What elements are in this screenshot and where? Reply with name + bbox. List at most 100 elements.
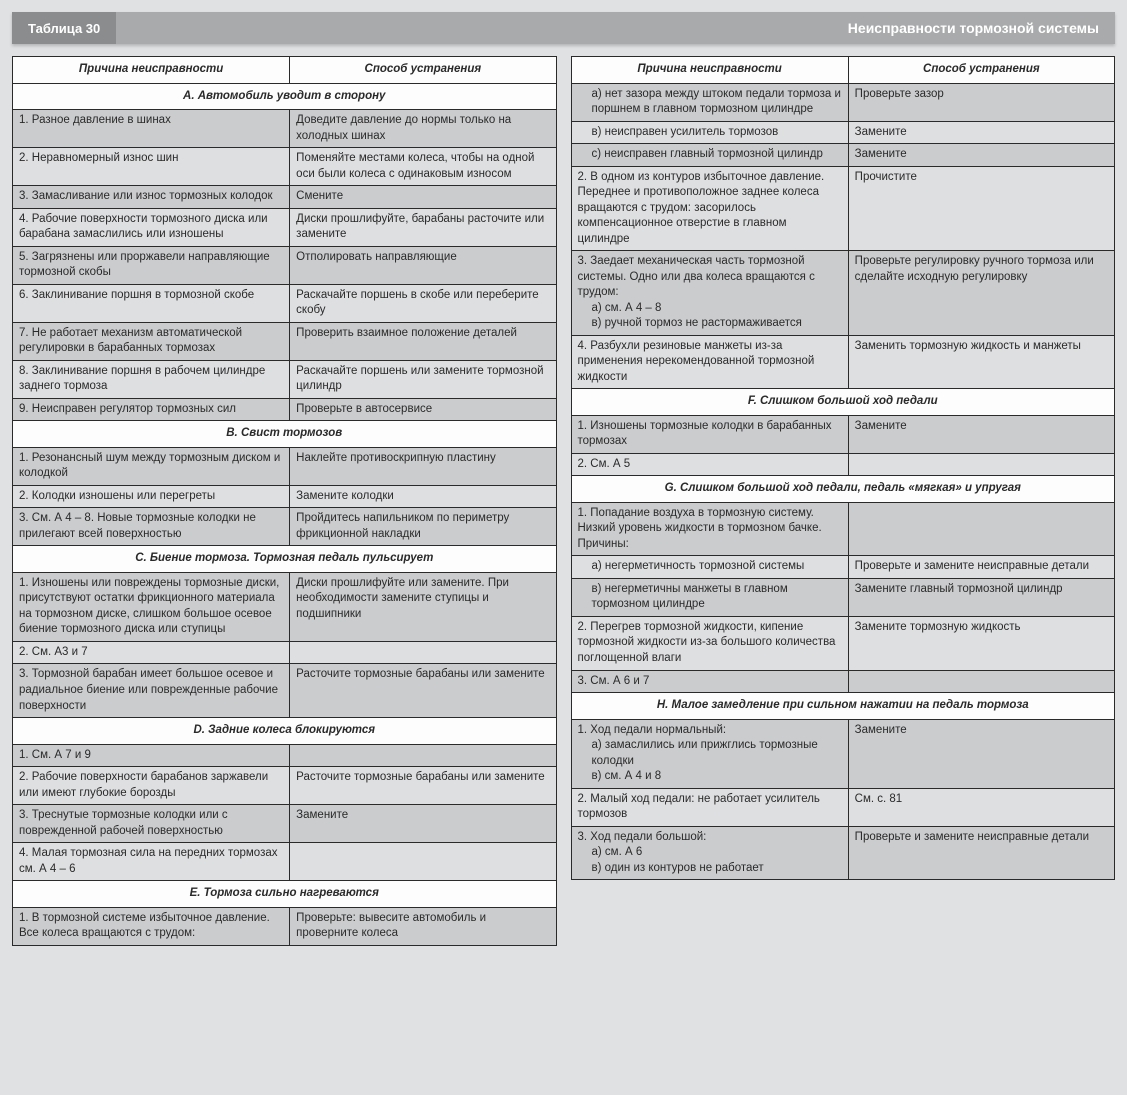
fix-cell: Смените	[290, 186, 556, 209]
cause-cell: 3. См. А 4 – 8. Новые тормозные колодки …	[13, 508, 290, 546]
section-header: F. Слишком большой ход педали	[571, 389, 1115, 416]
cause-cell: 3. Замасливание или износ тормозных коло…	[13, 186, 290, 209]
header-cause: Причина неисправности	[13, 57, 290, 84]
cause-cell: 1. Изношены тормозные колодки в барабанн…	[571, 415, 848, 453]
table-row: 6. Заклинивание поршня в тормозной скобе…	[13, 284, 557, 322]
fix-cell: Проверьте и замените неисправные детали	[848, 556, 1114, 579]
table-row: 2. См. А3 и 7	[13, 641, 557, 664]
fix-cell: См. с. 81	[848, 788, 1114, 826]
header-fix: Способ устранения	[290, 57, 556, 84]
fix-cell: Расточите тормозные барабаны или заменит…	[290, 767, 556, 805]
content-columns: Причина неисправности Способ устранения …	[12, 56, 1115, 946]
fix-cell	[848, 453, 1114, 476]
table-row: в) неисправен усилитель тормозовЗамените	[571, 121, 1115, 144]
table-row: 7. Не работает механизм автоматической р…	[13, 322, 557, 360]
right-column: Причина неисправности Способ устранения …	[571, 56, 1116, 946]
fix-cell: Замените тормозную жидкость	[848, 616, 1114, 670]
section-header: А. Автомобиль уводит в сторону	[13, 83, 557, 110]
table-row: а) нет зазора между штоком педали тормоз…	[571, 83, 1115, 121]
table-row: 3. Замасливание или износ тормозных коло…	[13, 186, 557, 209]
cause-cell: 3. Тормозной барабан имеет большое осево…	[13, 664, 290, 718]
cause-cell: 3. Ход педали большой:а) см. А 6в) один …	[571, 826, 848, 880]
cause-cell: в) негерметичны манжеты в главном тормоз…	[571, 578, 848, 616]
table-row: 3. Треснутые тормозные колодки или с пов…	[13, 805, 557, 843]
fix-cell: Замените главный тормозной цилиндр	[848, 578, 1114, 616]
fix-cell: Проверьте регулировку ручного тормоза ил…	[848, 251, 1114, 336]
fix-cell: Наклейте противоскрипную пластину	[290, 447, 556, 485]
table-row: 1. В тормозной системе избыточное давлен…	[13, 907, 557, 945]
cause-cell: а) негерметичность тормозной системы	[571, 556, 848, 579]
fix-cell: Диски прошлифуйте, барабаны расточите ил…	[290, 208, 556, 246]
table-row: 3. См. А 4 – 8. Новые тормозные колодки …	[13, 508, 557, 546]
table-row: 3. Тормозной барабан имеет большое осево…	[13, 664, 557, 718]
table-row: 1. Резонансный шум между тормозным диско…	[13, 447, 557, 485]
header-cause: Причина неисправности	[571, 57, 848, 84]
fix-cell: Диски прошлифуйте или замените. При необ…	[290, 572, 556, 641]
header-fix: Способ устранения	[848, 57, 1114, 84]
fix-cell: Замените	[290, 805, 556, 843]
cause-cell: 6. Заклинивание поршня в тормозной скобе	[13, 284, 290, 322]
table-row: 4. Малая тормозная сила на передних торм…	[13, 843, 557, 881]
cause-cell: а) нет зазора между штоком педали тормоз…	[571, 83, 848, 121]
table-row: с) неисправен главный тормозной цилиндрЗ…	[571, 144, 1115, 167]
table-row: 2. Перегрев тормозной жидкости, кипение …	[571, 616, 1115, 670]
section-header: G. Слишком большой ход педали, педаль «м…	[571, 476, 1115, 503]
fix-cell: Проверьте и замените неисправные детали	[848, 826, 1114, 880]
fix-cell: Раскачайте поршень в скобе или переберит…	[290, 284, 556, 322]
fix-cell: Проверьте зазор	[848, 83, 1114, 121]
table-row: 1. Изношены или повреждены тормозные дис…	[13, 572, 557, 641]
cause-cell: 1. В тормозной системе избыточное давлен…	[13, 907, 290, 945]
title-bar: Таблица 30 Неисправности тормозной систе…	[12, 12, 1115, 44]
left-column: Причина неисправности Способ устранения …	[12, 56, 557, 946]
cause-cell: 2. В одном из контуров избыточное давлен…	[571, 166, 848, 251]
cause-cell: 2. Малый ход педали: не работает усилите…	[571, 788, 848, 826]
table-row: 2. Рабочие поверхности барабанов заржаве…	[13, 767, 557, 805]
cause-cell: 3. Треснутые тормозные колодки или с пов…	[13, 805, 290, 843]
fix-cell: Проверьте в автосервисе	[290, 398, 556, 421]
fix-cell: Проверьте: вывесите автомобиль и проверн…	[290, 907, 556, 945]
cause-cell: 1. Попадание воздуха в тормозную систему…	[571, 502, 848, 556]
fault-table-left: Причина неисправности Способ устранения …	[12, 56, 557, 946]
fix-cell: Расточите тормозные барабаны или заменит…	[290, 664, 556, 718]
fix-cell: Замените	[848, 144, 1114, 167]
fix-cell	[290, 843, 556, 881]
table-row: 2. В одном из контуров избыточное давлен…	[571, 166, 1115, 251]
table-row: 9. Неисправен регулятор тормозных силПро…	[13, 398, 557, 421]
table-row: 1. Попадание воздуха в тормозную систему…	[571, 502, 1115, 556]
cause-cell: 5. Загрязнены или проржавели направляющи…	[13, 246, 290, 284]
fix-cell	[848, 670, 1114, 693]
cause-cell: 1. Резонансный шум между тормозным диско…	[13, 447, 290, 485]
table-row: а) негерметичность тормозной системыПров…	[571, 556, 1115, 579]
table-row: 2. Малый ход педали: не работает усилите…	[571, 788, 1115, 826]
fix-cell: Отполировать направляющие	[290, 246, 556, 284]
table-title: Неисправности тормозной системы	[116, 12, 1115, 44]
section-header: В. Свист тормозов	[13, 421, 557, 448]
fix-cell: Замените колодки	[290, 485, 556, 508]
fix-cell: Доведите давление до нормы только на хол…	[290, 110, 556, 148]
cause-cell: 8. Заклинивание поршня в рабочем цилиндр…	[13, 360, 290, 398]
table-row: 1. Разное давление в шинахДоведите давле…	[13, 110, 557, 148]
fix-cell: Поменяйте местами колеса, чтобы на одной…	[290, 148, 556, 186]
table-row: 1. Ход педали нормальный:а) замаслились …	[571, 719, 1115, 788]
table-row: 2. Неравномерный износ шинПоменяйте мест…	[13, 148, 557, 186]
table-row: 1. Изношены тормозные колодки в барабанн…	[571, 415, 1115, 453]
cause-cell: 4. Разбухли резиновые манжеты из-за прим…	[571, 335, 848, 389]
cause-cell: 1. Изношены или повреждены тормозные дис…	[13, 572, 290, 641]
fix-cell: Раскачайте поршень или замените тормозно…	[290, 360, 556, 398]
fix-cell: Замените	[848, 719, 1114, 788]
fix-cell	[848, 502, 1114, 556]
cause-cell: 4. Малая тормозная сила на передних торм…	[13, 843, 290, 881]
fix-cell: Прочистите	[848, 166, 1114, 251]
table-row: 2. Колодки изношены или перегретыЗаменит…	[13, 485, 557, 508]
fix-cell: Замените	[848, 415, 1114, 453]
fault-table-right: Причина неисправности Способ устранения …	[571, 56, 1116, 880]
cause-cell: 9. Неисправен регулятор тормозных сил	[13, 398, 290, 421]
table-row: 3. Ход педали большой:а) см. А 6в) один …	[571, 826, 1115, 880]
cause-cell: 2. Колодки изношены или перегреты	[13, 485, 290, 508]
table-number-tab: Таблица 30	[12, 12, 116, 44]
table-row: 3. Заедает механическая часть тормозной …	[571, 251, 1115, 336]
table-row: 4. Рабочие поверхности тормозного диска …	[13, 208, 557, 246]
section-header: С. Биение тормоза. Тормозная педаль пуль…	[13, 546, 557, 573]
section-header: D. Задние колеса блокируются	[13, 718, 557, 745]
cause-cell: 2. См. А 5	[571, 453, 848, 476]
